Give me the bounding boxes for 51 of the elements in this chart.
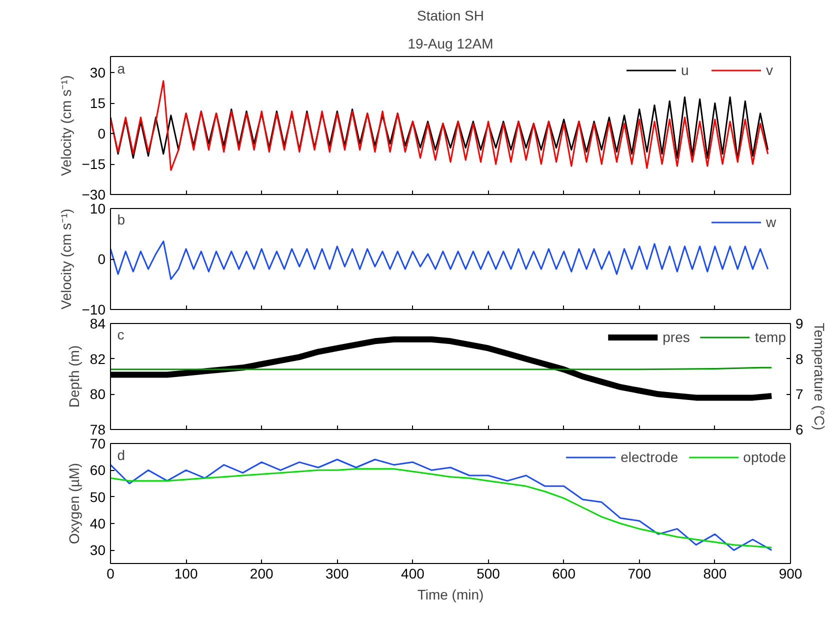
x-tick-label: 900 xyxy=(778,566,802,582)
annotation: b xyxy=(117,212,126,228)
y-tick-label: 30 xyxy=(90,64,106,81)
y-tick-label: 78 xyxy=(90,422,106,438)
y-axis-title: Depth (m) xyxy=(66,345,82,408)
y2-tick-label: 8 xyxy=(796,350,804,367)
y-tick-label: −10 xyxy=(82,302,106,318)
line-series xyxy=(110,240,769,280)
legend-label: temp xyxy=(754,329,786,345)
legend-label: optode xyxy=(743,449,786,465)
y-tick-label: 30 xyxy=(90,542,106,558)
legend-label: pres xyxy=(662,329,690,345)
y-axis-title: Velocity (cm s⁻¹) xyxy=(58,75,74,176)
y2-axis-title: Temperature (°C) xyxy=(811,322,828,430)
x-axis-title: Time (min) xyxy=(417,586,484,602)
x-tick-label: 700 xyxy=(628,566,652,582)
y-axis-title: Velocity (cm s⁻¹) xyxy=(58,208,74,310)
y-tick-label: 60 xyxy=(90,462,106,478)
y-axis-title: Oxygen (µM) xyxy=(66,462,82,544)
line-series xyxy=(110,80,769,171)
legend-label: w xyxy=(766,214,778,230)
y-tick-label: 40 xyxy=(90,516,106,532)
y-tick-label: −30 xyxy=(82,186,106,202)
y-tick-label: 82 xyxy=(90,350,106,367)
y2-tick-label: 6 xyxy=(796,422,804,438)
y-tick-label: 70 xyxy=(90,436,106,452)
annotation: a xyxy=(117,60,126,77)
legend-label: electrode xyxy=(620,449,678,465)
y2-tick-label: 9 xyxy=(796,316,804,332)
x-tick-label: 300 xyxy=(325,566,350,582)
y-tick-label: 80 xyxy=(90,386,106,402)
y-tick-label: 84 xyxy=(90,316,106,332)
x-tick-label: 100 xyxy=(174,566,198,582)
x-tick-label: 200 xyxy=(250,566,274,582)
legend-label: u xyxy=(681,62,690,78)
x-tick-label: 800 xyxy=(703,566,727,582)
x-tick-label: 500 xyxy=(476,566,500,582)
y-tick-label: 15 xyxy=(90,95,106,112)
x-tick-label: 600 xyxy=(552,566,576,582)
y2-tick-label: 7 xyxy=(796,386,804,402)
y-tick-label: −15 xyxy=(82,156,106,172)
legend-label: v xyxy=(766,62,774,78)
y-tick-label: 50 xyxy=(90,488,106,505)
y-tick-label: 10 xyxy=(90,200,106,216)
y-tick-label: 0 xyxy=(98,251,106,267)
annotation: c xyxy=(117,326,124,343)
y-tick-label: 0 xyxy=(98,126,106,142)
annotation: d xyxy=(117,447,126,464)
chart-title: Station SH xyxy=(417,8,484,24)
chart-subtitle: 19-Aug 12AM xyxy=(408,36,494,52)
x-tick-label: 400 xyxy=(401,566,425,582)
